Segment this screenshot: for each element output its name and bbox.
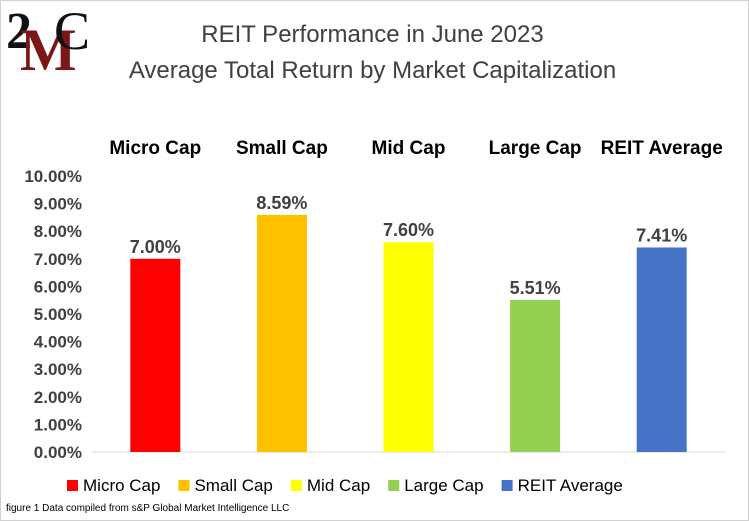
y-tick-label: 6.00%: [34, 277, 82, 296]
data-label: 5.51%: [510, 278, 561, 298]
y-tick-label: 1.00%: [34, 415, 82, 434]
y-tick-label: 9.00%: [34, 195, 82, 214]
bar: [636, 247, 687, 452]
category-label: Micro Cap: [109, 138, 201, 159]
company-logo: 2 M C: [4, 1, 100, 83]
chart-title: REIT Performance in June 2023: [201, 21, 544, 48]
category-label: Mid Cap: [372, 138, 446, 159]
legend-label: Mid Cap: [307, 476, 370, 495]
footnote: figure 1 Data compiled from s&P Global M…: [6, 503, 290, 514]
data-label: 7.60%: [383, 220, 434, 240]
legend-label: Small Cap: [194, 476, 272, 495]
y-tick-label: 8.00%: [34, 222, 82, 241]
y-tick-label: 10.00%: [24, 167, 82, 186]
bar: [130, 258, 181, 452]
logo-digit: 2: [6, 3, 32, 60]
y-tick-label: 2.00%: [34, 388, 82, 407]
data-label: 7.00%: [130, 237, 181, 257]
y-tick-label: 0.00%: [34, 443, 82, 462]
bar: [510, 299, 561, 452]
logo-letter-c: C: [54, 1, 91, 61]
bar: [383, 242, 434, 452]
data-label: 8.59%: [256, 193, 307, 213]
y-tick-label: 3.00%: [34, 360, 82, 379]
y-tick-label: 4.00%: [34, 333, 82, 352]
category-label: Small Cap: [236, 138, 328, 159]
y-tick-label: 5.00%: [34, 305, 82, 324]
data-label: 7.41%: [636, 225, 687, 245]
legend-swatch: [178, 480, 190, 491]
bar: [256, 214, 307, 452]
y-tick-label: 7.00%: [34, 250, 82, 269]
legend-swatch: [388, 480, 400, 491]
legend-label: Large Cap: [404, 476, 483, 495]
category-label: Large Cap: [489, 138, 582, 159]
category-label: REIT Average: [601, 138, 723, 159]
logo-letter-m: M: [20, 17, 77, 83]
legend-label: REIT Average: [518, 476, 623, 495]
legend-swatch: [501, 480, 513, 491]
legend-swatch: [290, 480, 302, 491]
legend-label: Micro Cap: [83, 476, 160, 495]
legend-swatch: [67, 480, 78, 491]
chart-subtitle: Average Total Return by Market Capitaliz…: [128, 57, 617, 84]
